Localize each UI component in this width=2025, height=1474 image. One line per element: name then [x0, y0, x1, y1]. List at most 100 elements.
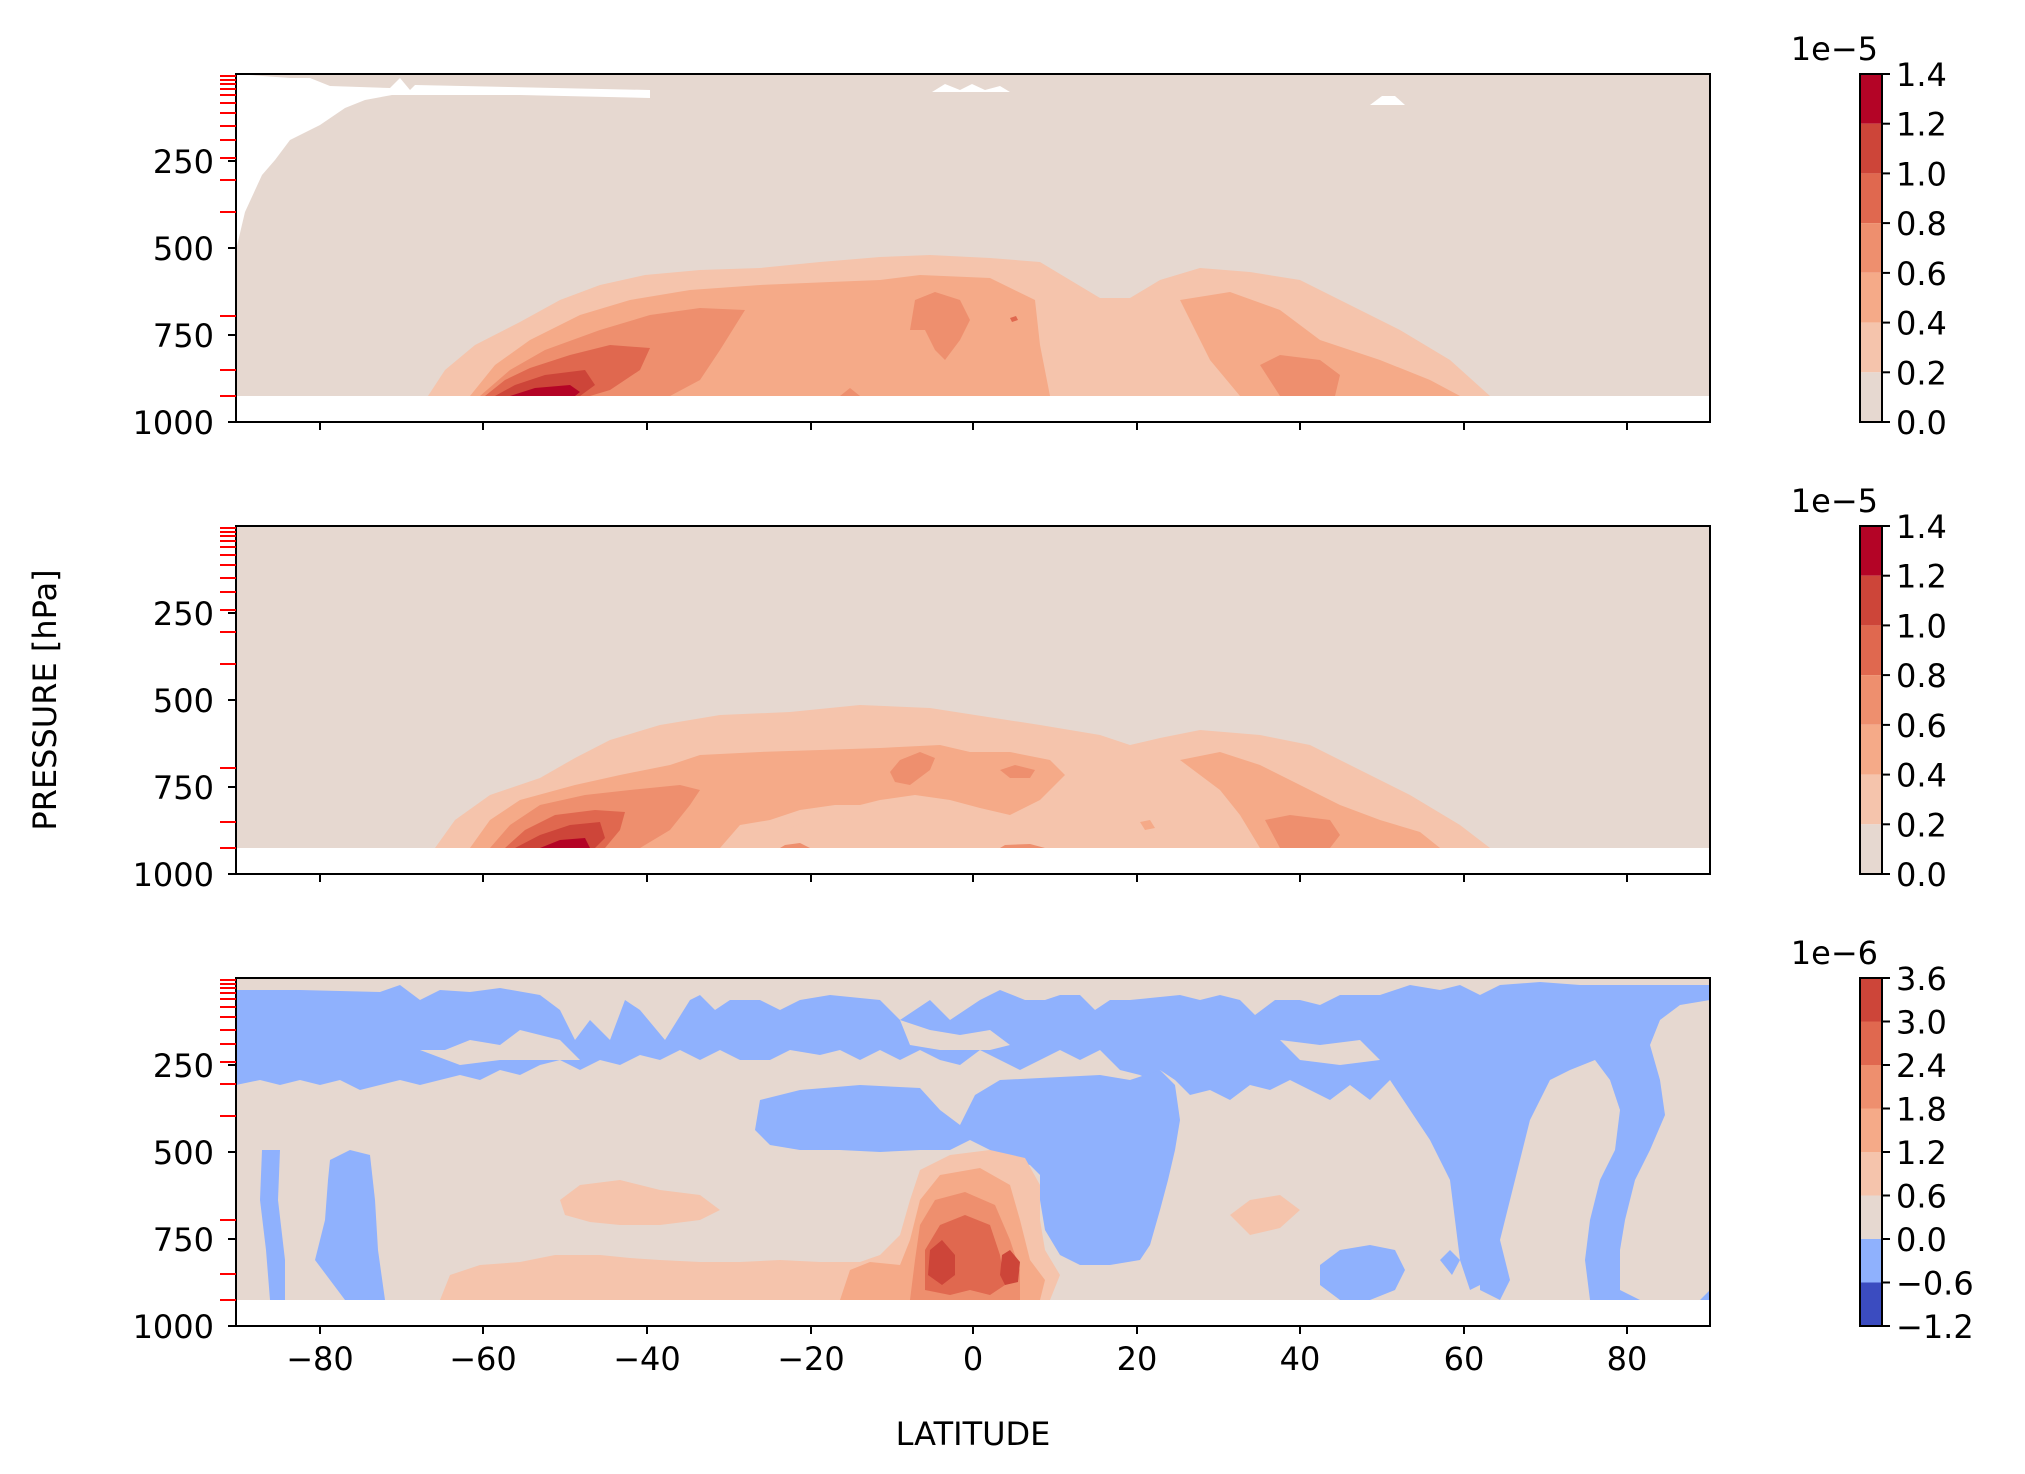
ytick-label: 1000	[133, 404, 214, 442]
colorbar-tick-label: 0.0	[1896, 404, 1947, 442]
colorbar-tick-label: 0.4	[1896, 305, 1947, 343]
level-neg0.6-central	[755, 1070, 1180, 1265]
level-1.2-fill	[540, 838, 590, 848]
colorbar-tick-label: 1.2	[1896, 1134, 1947, 1172]
colorbar-level	[1860, 1065, 1882, 1109]
panel-top-level-markers	[220, 75, 236, 397]
xtick-label: −20	[777, 1340, 845, 1378]
colorbar-level	[1860, 1152, 1882, 1196]
xtick-label: −40	[613, 1340, 681, 1378]
x-axis-label: LATITUDE	[896, 1415, 1051, 1453]
colorbar-tick-label: 0.6	[1896, 1178, 1947, 1216]
colorbar-tick-label: 0.6	[1896, 707, 1947, 745]
panel-middle: 250 500 750 1000 1.4	[133, 482, 1947, 894]
panel-bottom-level-markers	[220, 979, 236, 1301]
ytick-label: 750	[153, 317, 214, 355]
level-0.4-fill	[470, 745, 1440, 848]
colorbar-level	[1860, 526, 1882, 576]
panel-bottom-contours	[236, 978, 1710, 1326]
xtick-label: −80	[286, 1340, 354, 1378]
colorbar-level	[1860, 774, 1882, 825]
colorbar-level	[1860, 625, 1882, 676]
colorbar-level	[1860, 272, 1882, 323]
colorbar-level	[1860, 1021, 1882, 1065]
colorbar-tick-label: −1.2	[1896, 1308, 1974, 1346]
panel-middle-level-markers	[220, 527, 236, 849]
colorbar-top: 1.4 1.2 1.0 0.8 0.6 0.4 0.2 0.0 1e−5	[1791, 30, 1947, 442]
colorbar-offset-label: 1e−5	[1791, 482, 1878, 520]
ytick-label: 500	[153, 230, 214, 268]
colorbar-tick-label: 3.6	[1896, 960, 1947, 998]
colorbar-level	[1860, 372, 1882, 422]
colorbar-level	[1860, 824, 1882, 874]
ytick-label: 750	[153, 1221, 214, 1259]
colorbar-tick-label: 1.4	[1896, 56, 1947, 94]
ytick-label: 250	[153, 143, 214, 181]
ytick-label: 250	[153, 1047, 214, 1085]
colorbar-tick-label: 0.8	[1896, 657, 1947, 695]
colorbar-tick-label: 0.0	[1896, 856, 1947, 894]
colorbar-level	[1860, 322, 1882, 373]
colorbar-offset-label: 1e−5	[1791, 30, 1878, 68]
xtick-label: 80	[1607, 1340, 1648, 1378]
missing-data-bottom	[236, 848, 1710, 874]
ytick-label: 250	[153, 595, 214, 633]
colorbar-tick-label: 0.2	[1896, 354, 1947, 392]
panel-middle-yticks	[228, 612, 236, 875]
colorbar-level	[1860, 223, 1882, 273]
colorbar-tick-label: 0.0	[1896, 1221, 1947, 1259]
panel-top-contours	[236, 74, 1710, 422]
ytick-label: 1000	[133, 1308, 214, 1346]
missing-data-top-mid	[932, 84, 1010, 92]
y-axis-label: PRESSURE [hPa]	[26, 569, 64, 830]
level-0.6-fill	[480, 292, 1340, 396]
colorbar-level	[1860, 978, 1882, 1022]
level-0.8-fill	[485, 316, 1018, 396]
panel-bottom-xticks	[319, 1326, 1628, 1334]
xtick-label: 60	[1444, 1340, 1485, 1378]
xtick-label: 40	[1280, 1340, 1321, 1378]
level-0.2-pocket	[790, 818, 960, 835]
missing-data-top-right	[1370, 96, 1405, 105]
level-1.2-fill	[510, 385, 580, 396]
colorbar-tick-label: 0.8	[1896, 205, 1947, 243]
xtick-label: 20	[1117, 1340, 1158, 1378]
colorbar-level	[1860, 1282, 1882, 1326]
level-0.6-fill	[440, 1150, 1300, 1300]
level-3.0-fill	[928, 1240, 1020, 1285]
colorbar-level	[1860, 1108, 1882, 1152]
colorbar-level	[1860, 1195, 1882, 1239]
panel-bottom-yticks	[228, 1064, 236, 1327]
colorbar-offset-label: 1e−6	[1791, 934, 1878, 972]
colorbar-level	[1860, 1239, 1882, 1283]
panel-middle-contours	[236, 526, 1710, 874]
colorbar-level	[1860, 675, 1882, 725]
colorbar-tick-label: 2.4	[1896, 1047, 1947, 1085]
level-neg0.6-sliver	[315, 1150, 385, 1300]
ytick-label: 500	[153, 682, 214, 720]
colorbar-tick-label: 1.2	[1896, 106, 1947, 144]
colorbar-tick-label: 1.0	[1896, 155, 1947, 193]
xtick-label: −60	[449, 1340, 517, 1378]
missing-data-bottom	[236, 396, 1710, 422]
missing-data-bottom	[236, 1300, 1710, 1326]
level-neg0.6-sliver	[260, 1150, 285, 1300]
colorbar-tick-label: 0.6	[1896, 255, 1947, 293]
colorbar-level	[1860, 724, 1882, 775]
ytick-label: 500	[153, 1134, 214, 1172]
level-0.4-fill	[470, 275, 1460, 396]
panel-top: 250 500 750 1000	[133, 30, 1947, 442]
xtick-label: 0	[963, 1340, 983, 1378]
panel-bottom: 250 500 750 1000 −80 −60 −40 −20 0 20 40…	[133, 934, 1974, 1378]
colorbar-middle: 1.4 1.2 1.0 0.8 0.6 0.4 0.2 0.0 1e−5	[1791, 482, 1947, 894]
colorbar-level	[1860, 575, 1882, 626]
colorbar-tick-label: 1.8	[1896, 1091, 1947, 1129]
colorbar-tick-label: 1.2	[1896, 558, 1947, 596]
colorbar-bottom: 3.6 3.0 2.4 1.8 1.2 0.6 0.0 −0.6 −1.2 1e…	[1791, 934, 1974, 1346]
ytick-label: 1000	[133, 856, 214, 894]
colorbar-level	[1860, 173, 1882, 224]
missing-data-top-left	[236, 74, 650, 250]
colorbar-tick-label: 3.0	[1896, 1004, 1947, 1042]
colorbar-tick-label: 0.4	[1896, 757, 1947, 795]
